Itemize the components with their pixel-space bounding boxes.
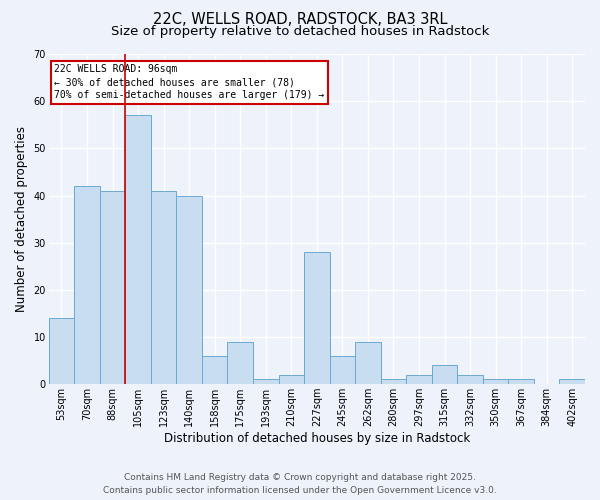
Bar bbox=[508, 380, 534, 384]
Bar bbox=[380, 380, 406, 384]
Bar bbox=[304, 252, 329, 384]
Bar bbox=[406, 374, 432, 384]
Bar bbox=[100, 191, 125, 384]
Bar bbox=[176, 196, 202, 384]
Text: 22C WELLS ROAD: 96sqm
← 30% of detached houses are smaller (78)
70% of semi-deta: 22C WELLS ROAD: 96sqm ← 30% of detached … bbox=[54, 64, 325, 100]
Bar bbox=[253, 380, 278, 384]
Bar bbox=[457, 374, 483, 384]
Bar bbox=[125, 116, 151, 384]
Bar bbox=[74, 186, 100, 384]
Text: Contains HM Land Registry data © Crown copyright and database right 2025.
Contai: Contains HM Land Registry data © Crown c… bbox=[103, 474, 497, 495]
X-axis label: Distribution of detached houses by size in Radstock: Distribution of detached houses by size … bbox=[164, 432, 470, 445]
Bar bbox=[278, 374, 304, 384]
Bar bbox=[227, 342, 253, 384]
Text: Size of property relative to detached houses in Radstock: Size of property relative to detached ho… bbox=[111, 25, 489, 38]
Bar bbox=[151, 191, 176, 384]
Text: 22C, WELLS ROAD, RADSTOCK, BA3 3RL: 22C, WELLS ROAD, RADSTOCK, BA3 3RL bbox=[153, 12, 447, 28]
Bar bbox=[49, 318, 74, 384]
Bar bbox=[559, 380, 585, 384]
Bar bbox=[202, 356, 227, 384]
Bar bbox=[329, 356, 355, 384]
Bar bbox=[432, 366, 457, 384]
Bar bbox=[355, 342, 380, 384]
Bar bbox=[483, 380, 508, 384]
Y-axis label: Number of detached properties: Number of detached properties bbox=[15, 126, 28, 312]
